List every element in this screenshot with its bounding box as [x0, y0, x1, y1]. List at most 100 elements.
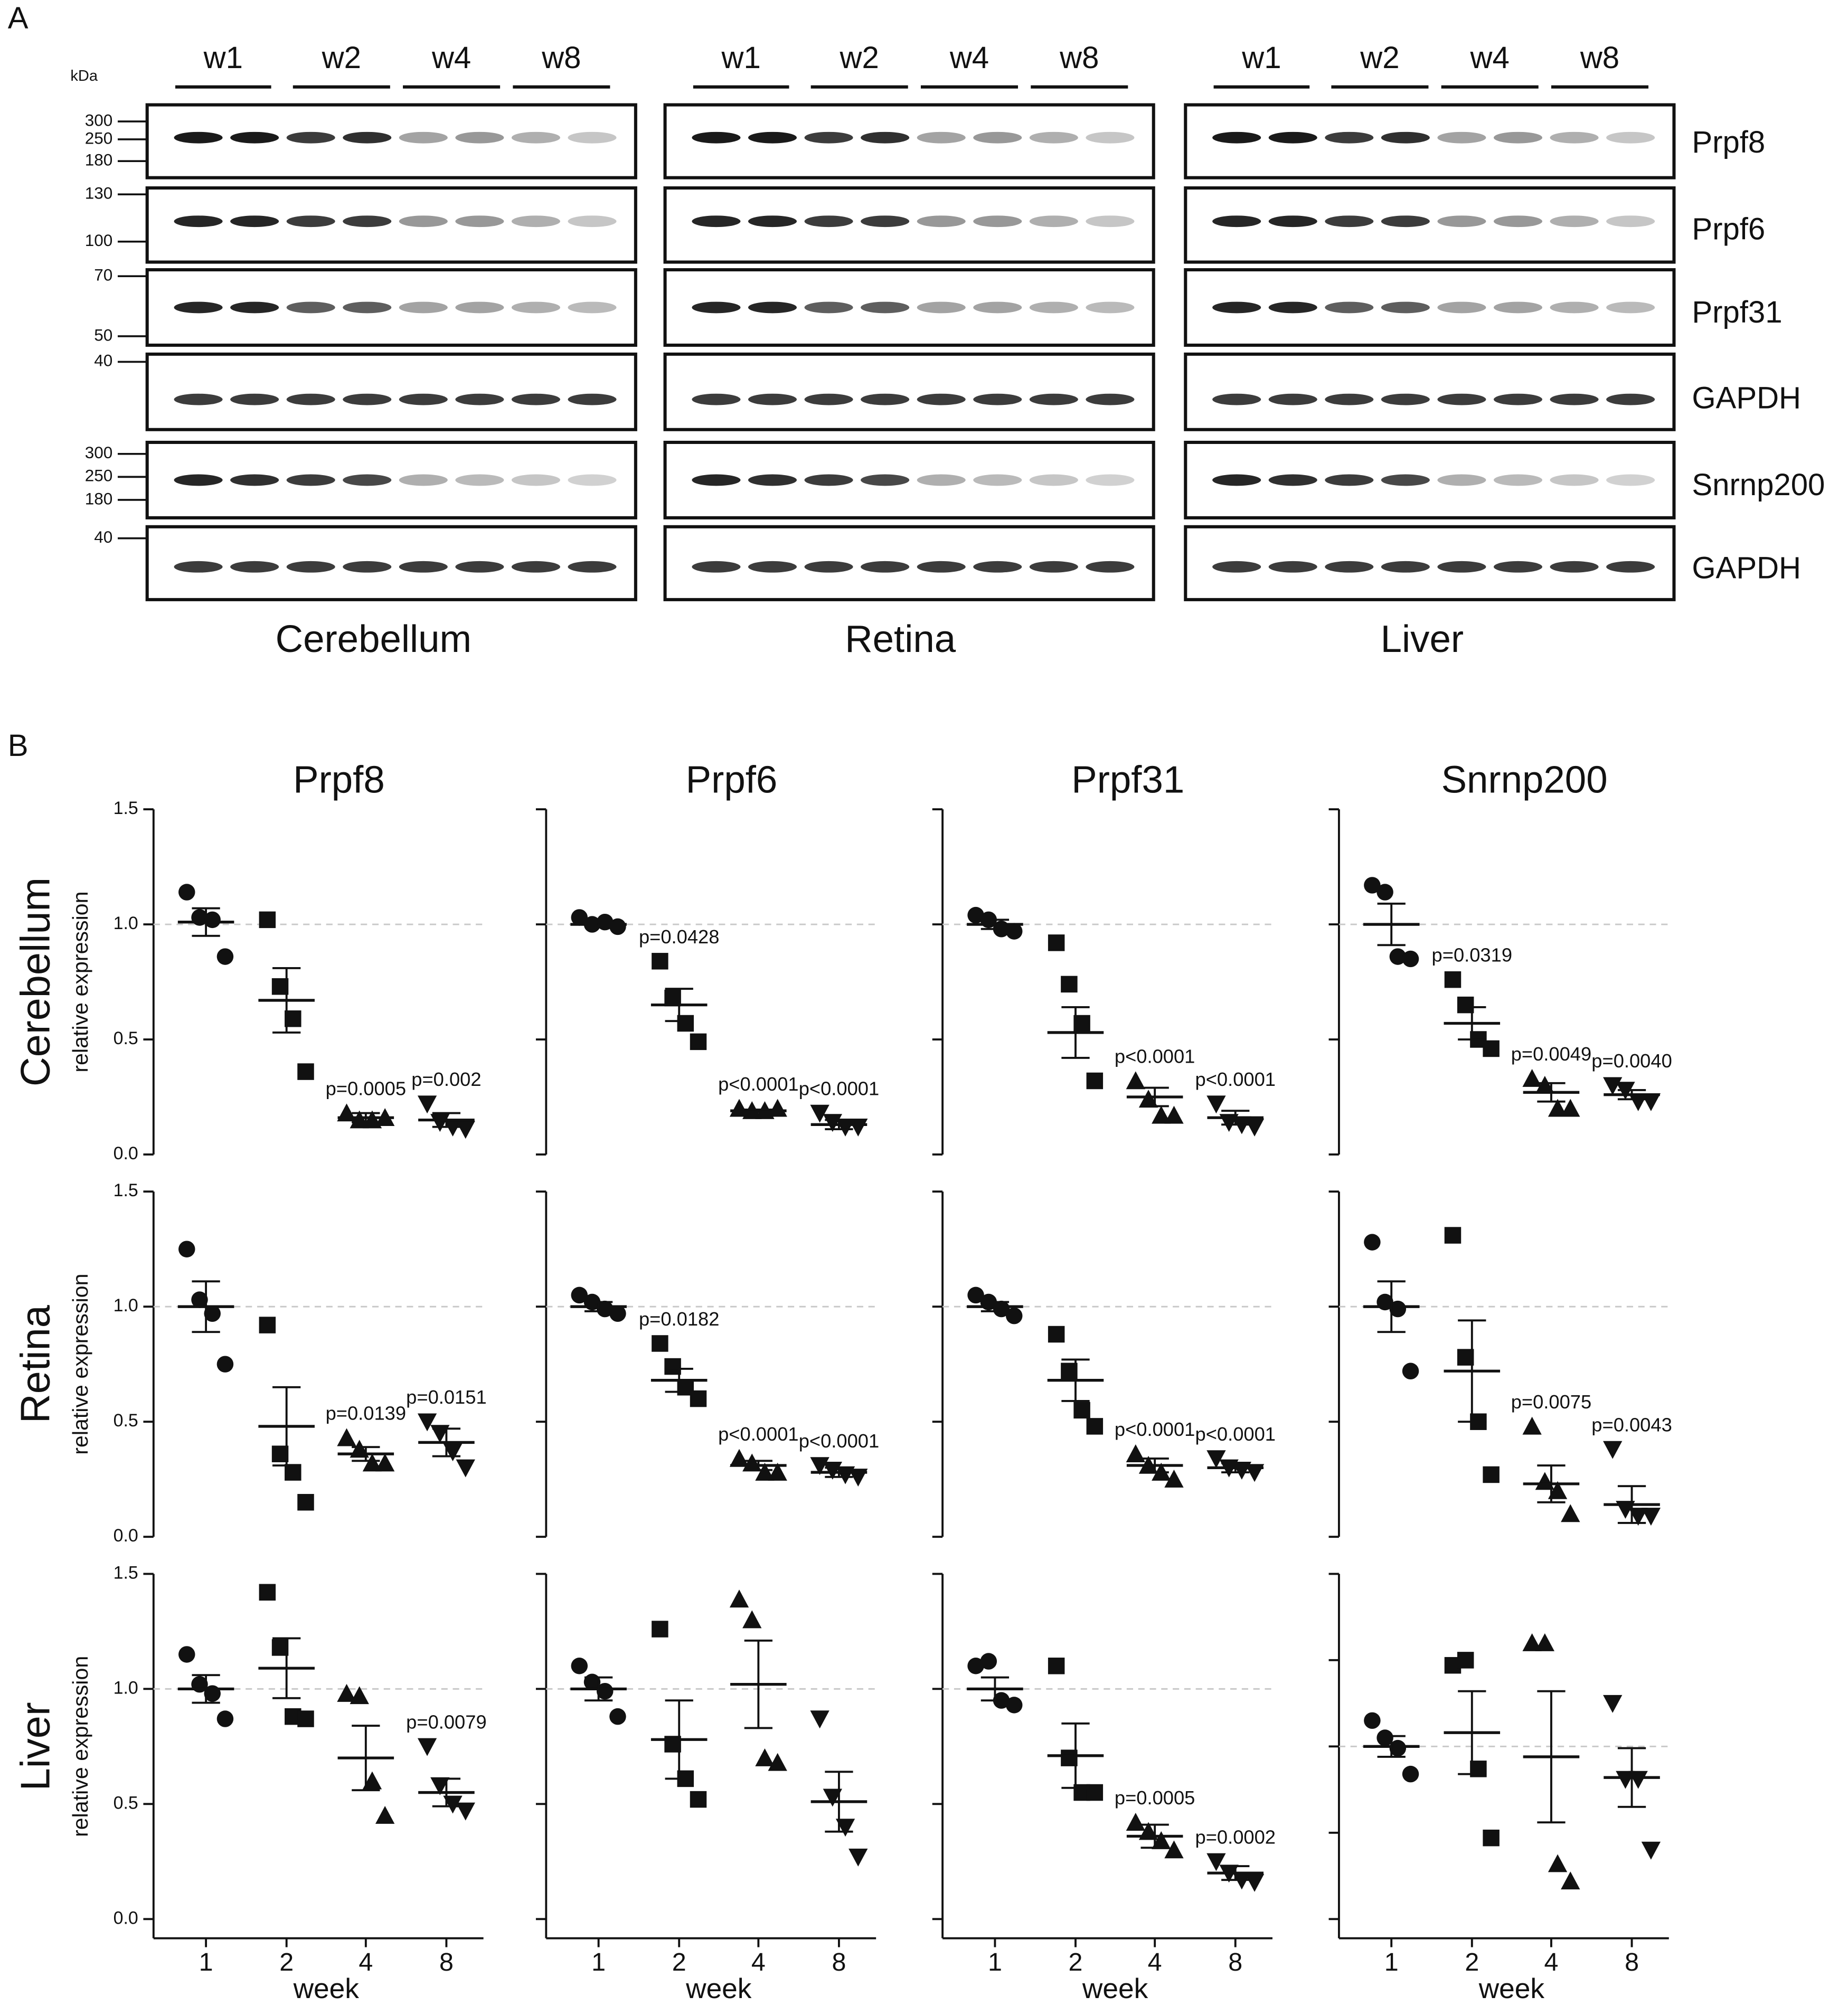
blot-band: [1381, 474, 1430, 486]
blot-band: [748, 561, 797, 573]
blot-band: [399, 393, 448, 405]
x-tick-label: 8: [1228, 1948, 1242, 1976]
data-point: [297, 1710, 314, 1727]
data-point: [1603, 1441, 1623, 1459]
data-point: [1483, 1829, 1500, 1847]
blot-box: [145, 352, 637, 431]
x-tick-label: 2: [279, 1948, 294, 1976]
p-value: p<0.0001: [718, 1073, 798, 1095]
blot-band: [1550, 301, 1599, 314]
blot-band: [174, 215, 223, 228]
p-value: p=0.0043: [1591, 1414, 1672, 1435]
error-bar: [980, 1676, 1010, 1702]
p-value: p<0.0001: [718, 1423, 798, 1445]
error-bar: [192, 907, 220, 937]
data-point: [1535, 1472, 1555, 1490]
data-point: [1535, 1076, 1555, 1094]
protein-label: Prpf6: [1692, 212, 1765, 247]
blot-box: [663, 352, 1155, 431]
data-point: [1561, 1504, 1580, 1522]
protein-label: GAPDH: [1692, 551, 1801, 585]
blot-band: [286, 301, 335, 314]
data-point: [1522, 1416, 1542, 1435]
data-point: [742, 1453, 762, 1472]
blot-band: [804, 393, 853, 405]
data-point: [1126, 1071, 1145, 1090]
data-point: [191, 1291, 208, 1308]
blot-box: [663, 525, 1155, 601]
blot-band: [1493, 393, 1543, 405]
data-point: [1061, 976, 1078, 993]
blot-band: [455, 393, 504, 405]
blot-band: [1381, 215, 1430, 228]
blot-band: [1268, 215, 1317, 228]
blot-band: [1268, 131, 1317, 144]
data-point: [967, 1658, 984, 1674]
data-point: [285, 1464, 301, 1481]
y-tick-label: 1.5: [114, 1180, 138, 1200]
x-axis-label: week: [1082, 1973, 1148, 2004]
x-tick-label: 4: [1148, 1948, 1162, 1976]
error-bar: [432, 1112, 461, 1128]
kda-label: kDa: [70, 68, 98, 84]
blot-band: [455, 131, 504, 144]
error-bar: [665, 988, 693, 1023]
blot-band: [1325, 474, 1374, 486]
week-label: w8: [1580, 41, 1619, 75]
data-point: [1444, 1227, 1462, 1244]
error-bar: [1221, 1865, 1250, 1881]
data-point: [967, 906, 984, 924]
error-bar: [272, 1637, 301, 1699]
error-bar: [825, 1771, 853, 1833]
blot-band: [1550, 561, 1599, 573]
data-point: [1086, 1784, 1104, 1801]
blot-band: [568, 474, 617, 486]
y-tick-label: 1.5: [114, 1563, 138, 1583]
error-bar: [432, 1777, 461, 1808]
x-axis-label: week: [1478, 1973, 1545, 2004]
error-bar: [1061, 1722, 1090, 1789]
data-point: [375, 1453, 395, 1472]
plot-title: Snrnp200: [1441, 758, 1608, 801]
blot-band: [1325, 393, 1374, 405]
blot-box: [145, 186, 637, 264]
blot-band: [343, 561, 392, 573]
data-point: [1628, 1093, 1648, 1111]
p-value: p<0.0001: [1115, 1045, 1195, 1067]
error-bar: [1061, 1006, 1090, 1059]
blot-band: [973, 474, 1022, 486]
data-point: [1152, 1105, 1171, 1124]
blot-band: [568, 215, 617, 228]
error-bar: [980, 919, 1010, 930]
blot-band: [568, 301, 617, 314]
data-point: [596, 1300, 614, 1318]
error-bar: [1537, 1082, 1566, 1103]
blot-band: [1086, 215, 1135, 228]
data-point: [1522, 1633, 1542, 1651]
week-label: w1: [1241, 41, 1281, 75]
week-label: w8: [1059, 41, 1099, 75]
blot-band: [973, 561, 1022, 573]
p-value: p<0.0001: [799, 1430, 879, 1452]
data-point: [1086, 1072, 1104, 1090]
blot-band: [1606, 131, 1655, 144]
y-tick-label: 0.0: [114, 1143, 138, 1163]
data-point: [204, 1305, 221, 1322]
blot-band: [343, 215, 392, 228]
blot-band: [399, 301, 448, 314]
blot-band: [1029, 474, 1078, 486]
data-point: [1164, 1470, 1184, 1488]
kda-marker: 50: [94, 326, 112, 344]
p-value: p=0.0319: [1432, 944, 1512, 966]
blot-band: [1381, 301, 1430, 314]
week-label: w8: [541, 41, 581, 75]
blot-band: [511, 561, 560, 573]
blot-band: [917, 301, 966, 314]
data-point: [571, 1658, 588, 1674]
data-point: [848, 1118, 868, 1137]
data-point: [690, 1791, 707, 1808]
data-point: [768, 1462, 787, 1481]
blot-band: [1493, 301, 1543, 314]
error-bar: [192, 1280, 220, 1333]
data-point: [350, 1686, 369, 1705]
